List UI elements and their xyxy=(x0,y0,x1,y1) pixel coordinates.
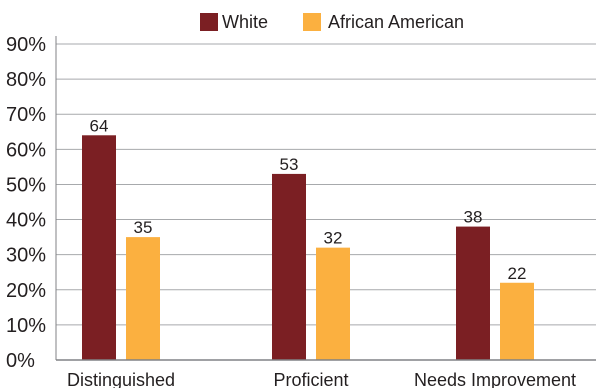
y-tick-label: 60% xyxy=(6,139,46,161)
data-label: 35 xyxy=(134,218,153,237)
data-label: 22 xyxy=(508,264,527,283)
x-category-label: Needs Improvement xyxy=(414,370,576,388)
data-label: 64 xyxy=(90,116,109,135)
bars: 64 35 53 32 38 22 xyxy=(82,116,534,360)
y-tick-label: 70% xyxy=(6,104,46,126)
legend: White African American xyxy=(200,12,464,32)
y-axis: 0% 10% 20% 30% 40% 50% 60% 70% 80% 90% xyxy=(6,34,57,372)
legend-label: African American xyxy=(328,12,464,32)
x-category-label: Proficient xyxy=(273,370,348,388)
bar-african-american xyxy=(316,247,350,360)
bar-white xyxy=(456,226,490,360)
y-tick-label: 10% xyxy=(6,315,46,337)
y-tick-label: 90% xyxy=(6,34,46,56)
y-tick-label: 50% xyxy=(6,174,46,196)
data-label: 53 xyxy=(280,155,299,174)
x-category-label: Distinguished xyxy=(67,370,175,388)
bar-african-american xyxy=(126,237,160,360)
y-tick-label: 0% xyxy=(6,350,35,372)
data-label: 38 xyxy=(464,208,483,227)
bar-white xyxy=(82,135,116,360)
data-label: 32 xyxy=(324,229,343,248)
bar-white xyxy=(272,173,306,360)
legend-swatch xyxy=(303,13,321,31)
y-tick-label: 20% xyxy=(6,280,46,302)
y-tick-label: 30% xyxy=(6,245,46,267)
bar-african-american xyxy=(500,282,534,360)
legend-label: White xyxy=(222,12,268,32)
x-axis: Distinguished Proficient Needs Improvement xyxy=(56,359,596,388)
y-tick-label: 80% xyxy=(6,69,46,91)
legend-swatch xyxy=(200,13,218,31)
y-tick-label: 40% xyxy=(6,210,46,232)
